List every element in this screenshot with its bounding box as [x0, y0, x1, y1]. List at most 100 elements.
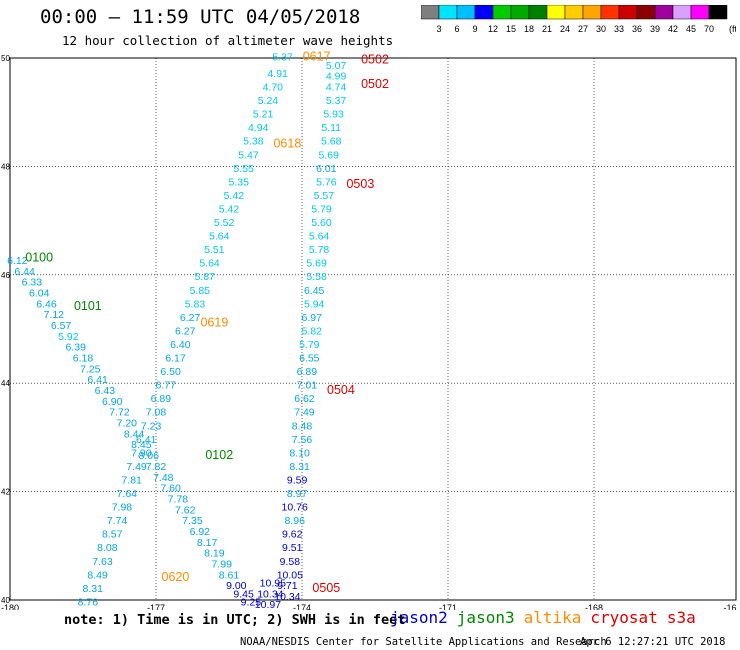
wave-height-point: 7.08 [146, 407, 167, 419]
wave-height-point: 7.62 [175, 504, 196, 516]
wave-height-point: 5.79 [311, 203, 332, 215]
wave-height-point: 10.34 [274, 591, 300, 603]
colorbar-label: 42 [668, 24, 678, 34]
wave-height-point: 5.42 [219, 203, 240, 215]
page-title: 00:00 – 11:59 UTC 04/05/2018 [40, 6, 361, 28]
wave-height-point: 5.37 [326, 95, 347, 107]
wave-height-point: 8.10 [289, 447, 310, 459]
wave-height-point: 5.51 [204, 244, 225, 256]
wave-height-point: 4.99 [326, 71, 347, 83]
wave-height-point: 6.17 [165, 353, 186, 365]
footer-note: note: 1) Time is in UTC; 2) SWH is in fe… [64, 612, 406, 628]
track-time-label: 0618 [273, 136, 301, 150]
wave-height-point: 10.76 [282, 502, 308, 514]
altimeter-map: -180 -177 -174 -171 -168 -165048464442405.074… [1, 50, 737, 610]
track-time-label: 0620 [162, 570, 190, 584]
colorbar-label: 45 [686, 24, 696, 34]
wave-height-point: 4.74 [326, 82, 347, 94]
wave-height-point: 7.48 [153, 472, 174, 484]
colorbar-label: 33 [614, 24, 624, 34]
wave-height-point: 7.82 [146, 461, 167, 473]
lon-tick-label: -168 [585, 603, 603, 610]
wave-height-point: 5.64 [309, 231, 330, 243]
wave-height-point: 7.90 [131, 447, 152, 459]
satellite-legend: jason2 jason3 altika cryosat s3a [390, 608, 705, 627]
wave-height-point: 6.55 [299, 353, 320, 365]
lon-tick-label: -180 [1, 603, 19, 610]
wave-height-point: 4.91 [267, 68, 288, 80]
wave-height-point: 6.92 [190, 526, 211, 538]
wave-height-point: 5.82 [302, 325, 323, 337]
colorbar-swatch [708, 5, 728, 20]
wave-height-point: 7.35 [182, 515, 203, 527]
wave-height-point: 7.99 [211, 558, 232, 570]
wave-height-point: 5.24 [258, 95, 279, 107]
wave-height-point: 8.48 [292, 420, 313, 432]
wave-height-point: 7.49 [126, 461, 147, 473]
wave-height-point: 8.06 [138, 450, 159, 462]
wave-height-point: 8.96 [284, 515, 305, 527]
wave-height-point: 7.25 [80, 363, 101, 375]
wave-height-point: 5.37 [272, 52, 293, 64]
wave-height-point: 8.08 [97, 542, 118, 554]
colorbar-label: 24 [560, 24, 570, 34]
colorbar-label: 3 [436, 24, 441, 34]
colorbar-label: 6 [454, 24, 459, 34]
wave-height-point: 6.43 [95, 385, 116, 397]
wave-height-point: 7.01 [297, 380, 318, 392]
track-time-label: 0100 [25, 250, 53, 264]
legend-entry: jason2 [390, 608, 448, 627]
wave-height-point: 8.19 [204, 548, 225, 560]
wave-height-point: 6.62 [294, 393, 315, 405]
wave-height-point: 5.64 [199, 258, 220, 270]
wave-height-point: 5.21 [253, 109, 274, 121]
wave-height-point: 6.33 [22, 277, 43, 289]
wave-height-point: 7.78 [168, 493, 189, 505]
generation-timestamp: Apr 6 12:27:21 UTC 2018 [580, 636, 726, 648]
wave-height-point: 5.35 [229, 176, 250, 188]
wave-height-point: 6.27 [175, 325, 196, 337]
wave-height-point: 5.79 [299, 339, 320, 351]
track-time-label: 0101 [74, 299, 102, 313]
wave-height-point: 7.72 [109, 407, 130, 419]
lat-tick-label: 44 [1, 379, 10, 388]
track-time-label: 0503 [346, 177, 374, 191]
wave-height-point: 8.61 [219, 569, 240, 581]
wave-height-point: 5.87 [194, 271, 215, 283]
colorbar-label: 12 [488, 24, 498, 34]
wave-height-point: 6.27 [180, 312, 201, 324]
track-time-label: 0102 [205, 448, 233, 462]
wave-height-point: 8.97 [287, 488, 308, 500]
wave-height-point: 5.85 [190, 285, 211, 297]
wave-height-point: 6.44 [14, 266, 35, 278]
wave-height-point: 7.74 [107, 515, 128, 527]
wave-height-point: 5.58 [306, 271, 327, 283]
wave-height-point: 5.92 [58, 331, 79, 343]
wave-height-point: 5.93 [323, 109, 344, 121]
lat-tick-label: 40 [1, 596, 10, 605]
wave-height-point: 7.23 [141, 420, 162, 432]
wave-height-point: 8.44 [124, 428, 145, 440]
wave-height-point: 8.49 [87, 569, 108, 581]
lon-tick-label: -174 [293, 603, 311, 610]
wave-height-point: 7.20 [117, 418, 138, 430]
wave-height-point: 9.00 [226, 580, 247, 592]
wave-height-point: 8.57 [102, 529, 123, 541]
wave-height-point: 6.45 [304, 285, 325, 297]
wave-height-point: 7.64 [117, 488, 138, 500]
wave-height-point: 6.89 [151, 393, 172, 405]
lat-tick-label: 48 [1, 162, 10, 171]
map-frame [9, 57, 737, 601]
wave-height-point: 6.12 [7, 255, 28, 267]
track-time-label: 0617 [303, 50, 331, 64]
wave-height-point: 10.97 [255, 599, 281, 610]
wave-height-point: 6.41 [136, 434, 157, 446]
wave-height-point: 6.77 [156, 380, 177, 392]
wave-height-point: 4.94 [248, 122, 269, 134]
wave-height-point: 5.47 [238, 149, 259, 161]
wave-height-point: 5.64 [209, 231, 230, 243]
wave-height-point: 6.97 [302, 312, 323, 324]
wave-height-point: 8.31 [289, 461, 310, 473]
colorbar-label: 70 [704, 24, 714, 34]
wave-height-point: 5.55 [233, 163, 254, 175]
